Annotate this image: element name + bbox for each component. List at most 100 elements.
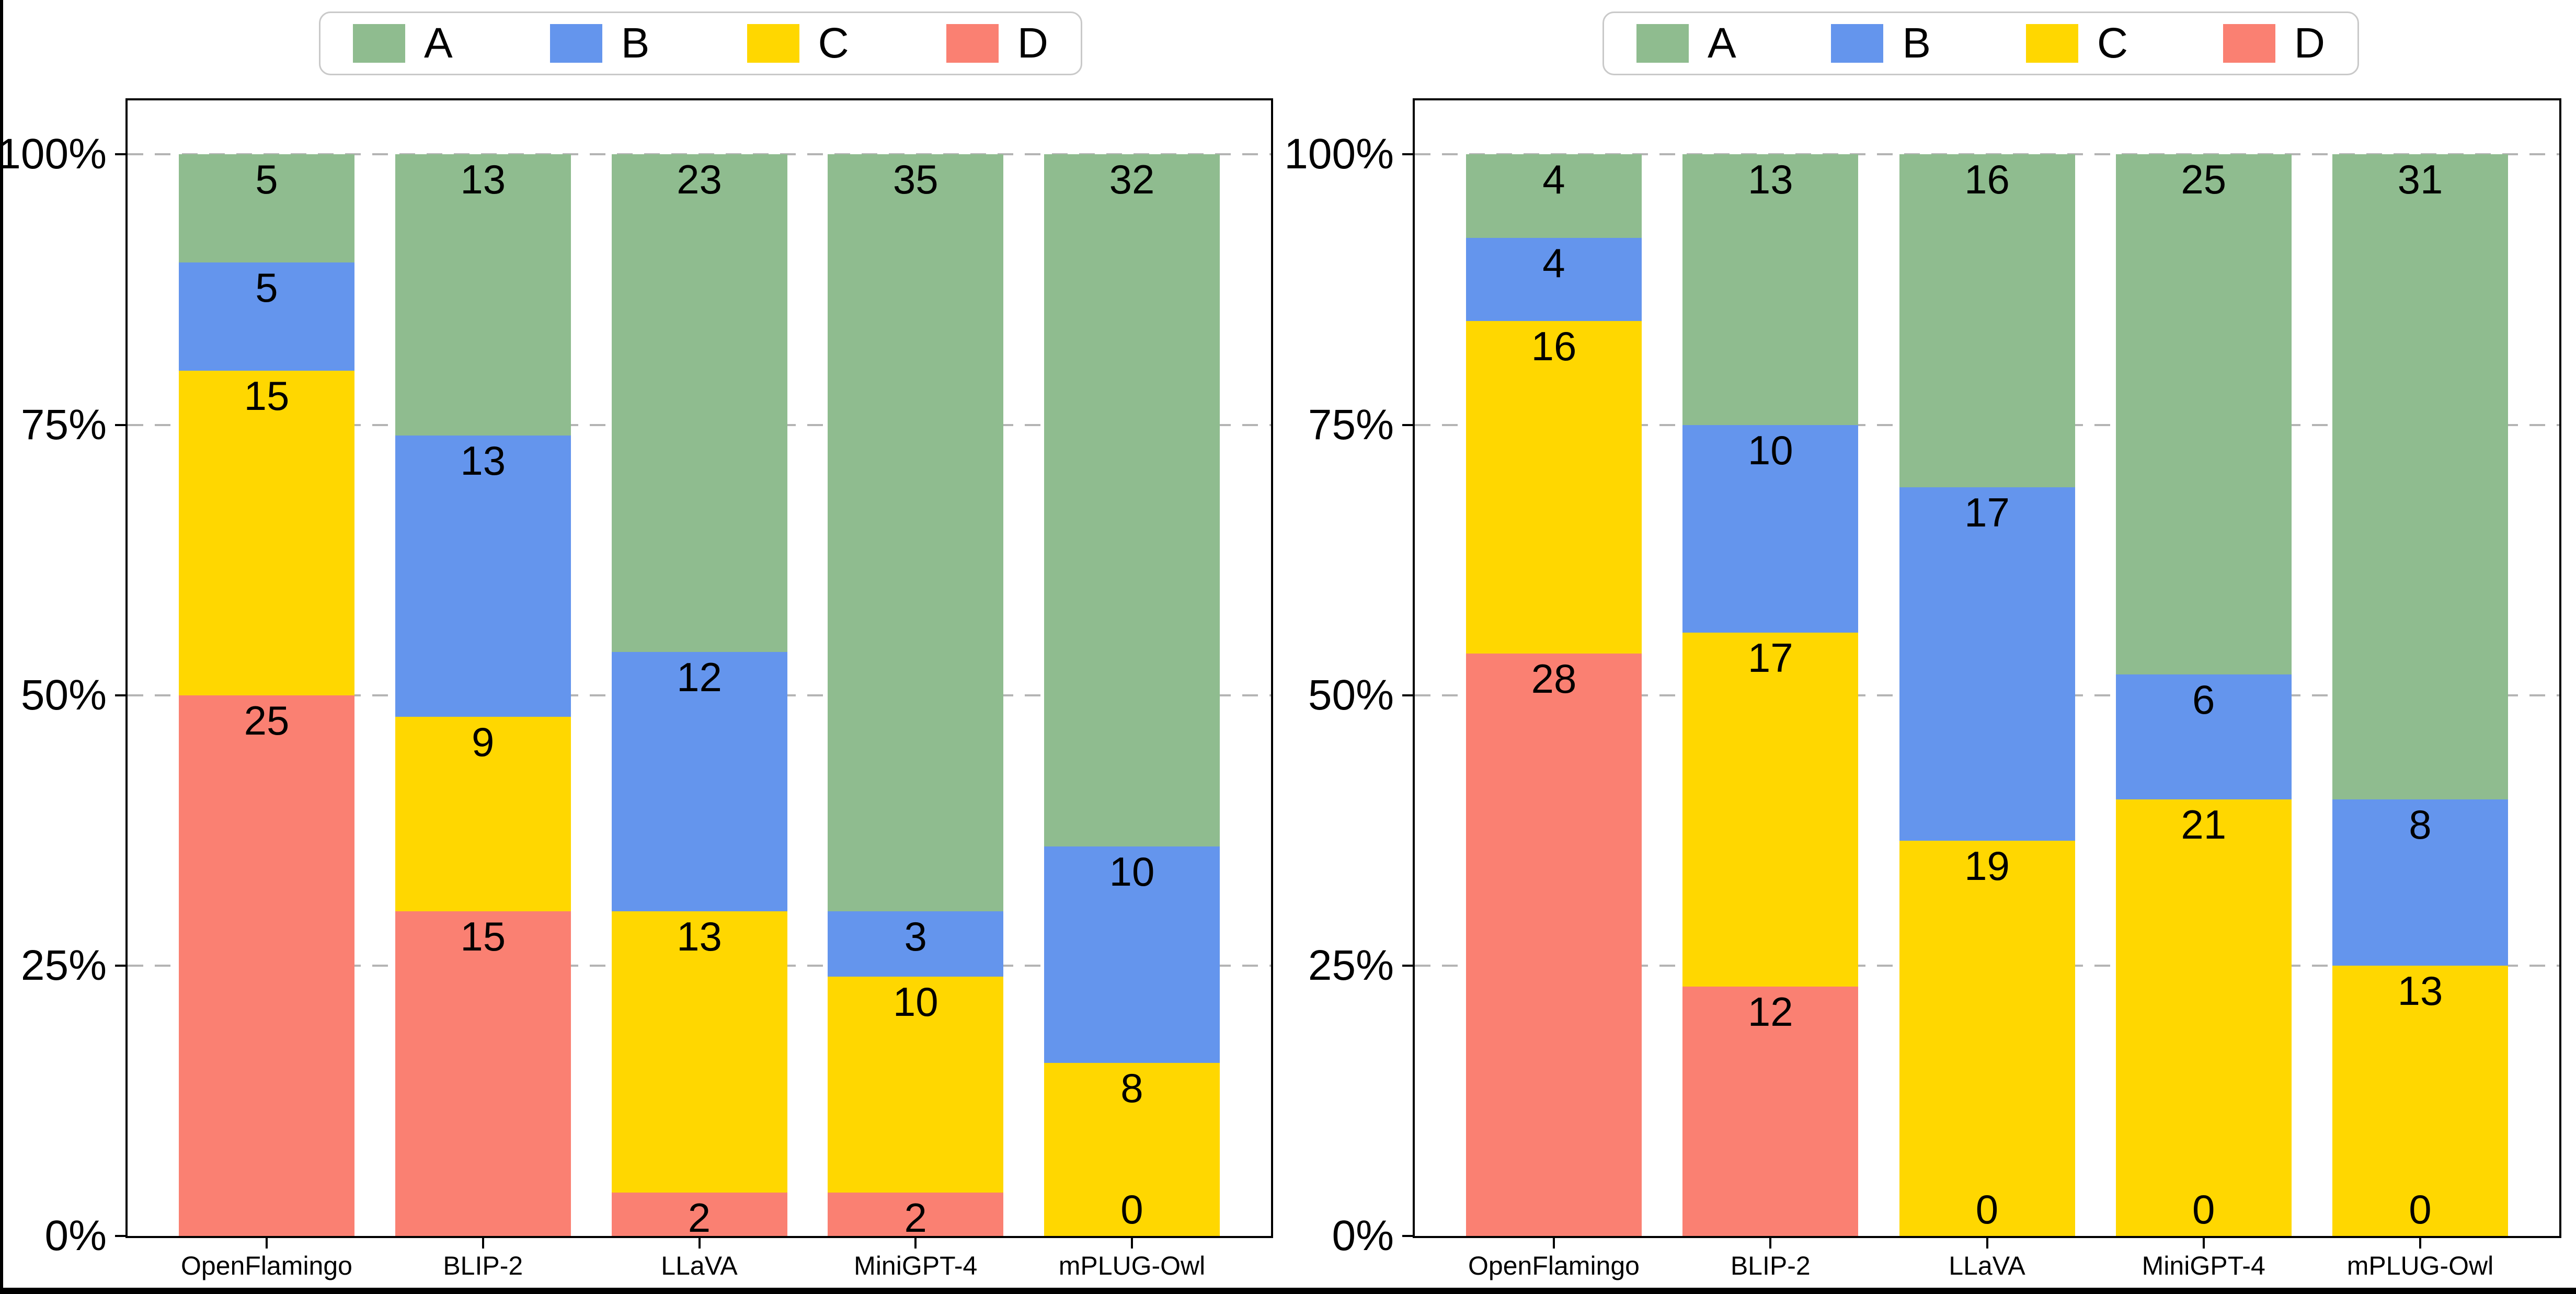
legend-item-a: A xyxy=(1636,22,1736,65)
bar-segment-c: 16 xyxy=(1466,320,1642,654)
legend-item-c: C xyxy=(2025,19,2128,67)
x-tick-mark xyxy=(698,1238,701,1249)
legend-label: B xyxy=(1902,19,1931,67)
segment-value-label: 13 xyxy=(677,913,722,960)
segment-value-label: 6 xyxy=(2192,676,2215,723)
segment-value-label: 12 xyxy=(1747,988,1793,1035)
segment-value-label: 8 xyxy=(1120,1065,1143,1112)
bar-segment-c: 13 xyxy=(611,911,787,1193)
x-tick-mark xyxy=(914,1238,917,1249)
segment-value-label: 13 xyxy=(460,438,506,484)
segment-value-label: 5 xyxy=(255,156,278,203)
y-tick-label: 50% xyxy=(1308,671,1394,719)
bar-segment-c: 9 xyxy=(395,717,571,912)
x-tick-mark xyxy=(1769,1238,1772,1249)
bar-segment-c: 19 xyxy=(1899,841,2075,1236)
segment-value-label: 23 xyxy=(677,156,722,203)
plot-area-left: 100% 75% 50% 25% 0% 25 15 5 5 OpenFlamingo 15 9 13 13… xyxy=(0,100,1271,1279)
x-tick-label-minigpt-4: MiniGPT-4 xyxy=(2142,1251,2265,1280)
legend-item-c: C xyxy=(747,22,849,65)
segment-value-label: 13 xyxy=(1747,156,1793,203)
y-tick-mark xyxy=(115,694,125,696)
bar-segment-c: 17 xyxy=(1682,633,1859,987)
segment-value-label: 4 xyxy=(1542,156,1565,203)
axes-right: 100% 75% 50% 25% 0% 28 16 4 4 OpenFlamingo 12 17 10 1… xyxy=(1284,98,2561,1279)
bars-container: 25 15 5 5 OpenFlamingo 15 9 13 13 BLIP-2 2 13 12 23 LL… xyxy=(128,100,1271,1279)
segment-value-label: 0 xyxy=(2192,1186,2215,1232)
x-tick-mark xyxy=(1131,1238,1133,1249)
stacked-bar-llava: 2 13 12 23 LLaVA xyxy=(611,154,787,1279)
segment-value-label: 2 xyxy=(904,1195,927,1241)
bar-segment-b: 4 xyxy=(1466,237,1642,321)
segment-value-label: 25 xyxy=(2181,156,2227,203)
bar-segment-c: 21 xyxy=(2115,799,2292,1236)
blue-swatch-icon xyxy=(1831,24,1884,63)
bar-segment-a: 5 xyxy=(179,154,354,263)
gridline-100 xyxy=(128,153,1271,156)
y-tick-mark xyxy=(115,153,125,156)
y-tick-mark xyxy=(115,964,125,967)
bar-segment-a: 31 xyxy=(2332,154,2508,799)
stacked-bar-mplug-owl: 0 13 8 31 mPLUG-Owl xyxy=(2332,154,2508,1279)
legend-item-d: D xyxy=(2223,22,2325,65)
bar-segment-a: 16 xyxy=(1899,154,2075,487)
bar-segment-b: 10 xyxy=(1044,846,1220,1063)
bar-segment-c: 8 xyxy=(1044,1063,1220,1236)
bar-segment-b: 8 xyxy=(2332,799,2508,966)
legend-label: C xyxy=(818,19,849,67)
segment-value-label: 9 xyxy=(472,719,495,765)
bars-container: 28 16 4 4 OpenFlamingo 12 17 10 13 BLIP-2 0 19 17 16 L… xyxy=(1415,100,2559,1279)
green-swatch-icon xyxy=(353,24,405,63)
gridline-100 xyxy=(1415,153,2559,156)
x-tick-label-openflamingo: OpenFlamingo xyxy=(181,1251,352,1280)
bar-segment-b: 5 xyxy=(179,262,354,371)
x-tick-mark xyxy=(1553,1238,1555,1249)
segment-value-label: 2 xyxy=(688,1195,711,1241)
segment-value-label: 21 xyxy=(2181,801,2227,848)
legend-label: D xyxy=(1017,19,1048,67)
bar-segment-a: 13 xyxy=(1682,154,1859,425)
x-tick-label-llava: LLaVA xyxy=(1949,1251,2025,1280)
bar-segment-c: 13 xyxy=(2332,965,2508,1236)
plot-area-right: 100% 75% 50% 25% 0% 28 16 4 4 OpenFlamingo 12 17 10 1… xyxy=(1284,100,2559,1279)
stacked-bar-minigpt-4: 0 21 6 25 MiniGPT-4 xyxy=(2115,154,2292,1279)
y-tick-label: 25% xyxy=(1308,941,1394,989)
y-tick-label: 75% xyxy=(20,400,107,449)
segment-value-label: 17 xyxy=(1747,635,1793,681)
green-swatch-icon xyxy=(1636,24,1689,63)
bar-segment-b: 13 xyxy=(395,436,571,717)
y-tick-mark xyxy=(1402,423,1413,426)
y-tick-label: 50% xyxy=(20,671,107,719)
legend-label: C xyxy=(2097,19,2128,67)
segment-value-label: 31 xyxy=(2397,156,2443,203)
segment-value-label: 8 xyxy=(2409,801,2432,848)
bar-segment-d: 12 xyxy=(1682,986,1859,1236)
segment-value-label: 17 xyxy=(1964,489,2010,535)
x-tick-mark xyxy=(2202,1238,2205,1249)
segment-value-label: 0 xyxy=(2409,1186,2432,1232)
bar-segment-b: 6 xyxy=(2115,674,2292,799)
x-tick-label-llava: LLaVA xyxy=(661,1251,738,1280)
segment-value-label: 10 xyxy=(1747,427,1793,473)
segment-value-label: 10 xyxy=(892,978,938,1025)
bar-segment-a: 35 xyxy=(828,154,1004,912)
bar-segment-a: 32 xyxy=(1044,154,1220,847)
bar-segment-a: 4 xyxy=(1466,154,1642,238)
x-tick-mark xyxy=(1986,1238,1988,1249)
segment-value-label: 16 xyxy=(1964,156,2010,203)
y-tick-mark xyxy=(115,1235,125,1237)
segment-value-label: 25 xyxy=(244,697,290,743)
stacked-bar-minigpt-4: 2 10 3 35 MiniGPT-4 xyxy=(828,154,1004,1279)
y-tick-label: 0% xyxy=(1332,1212,1394,1259)
segment-value-label: 3 xyxy=(904,913,927,960)
x-tick-label-mplug-owl: mPLUG-Owl xyxy=(2346,1251,2494,1280)
bar-segment-d: 28 xyxy=(1466,654,1642,1236)
y-tick-mark xyxy=(1402,694,1413,696)
blue-swatch-icon xyxy=(549,24,602,63)
axes-left: 100% 75% 50% 25% 0% 25 15 5 5 OpenFlamingo 15 9 13 13… xyxy=(0,98,1273,1279)
x-tick-label-blip-2: BLIP-2 xyxy=(1730,1251,1811,1280)
segment-value-label: 15 xyxy=(460,913,506,960)
stacked-bar-llava: 0 19 17 16 LLaVA xyxy=(1899,154,2075,1279)
legend-left: A B C D xyxy=(319,12,1082,75)
